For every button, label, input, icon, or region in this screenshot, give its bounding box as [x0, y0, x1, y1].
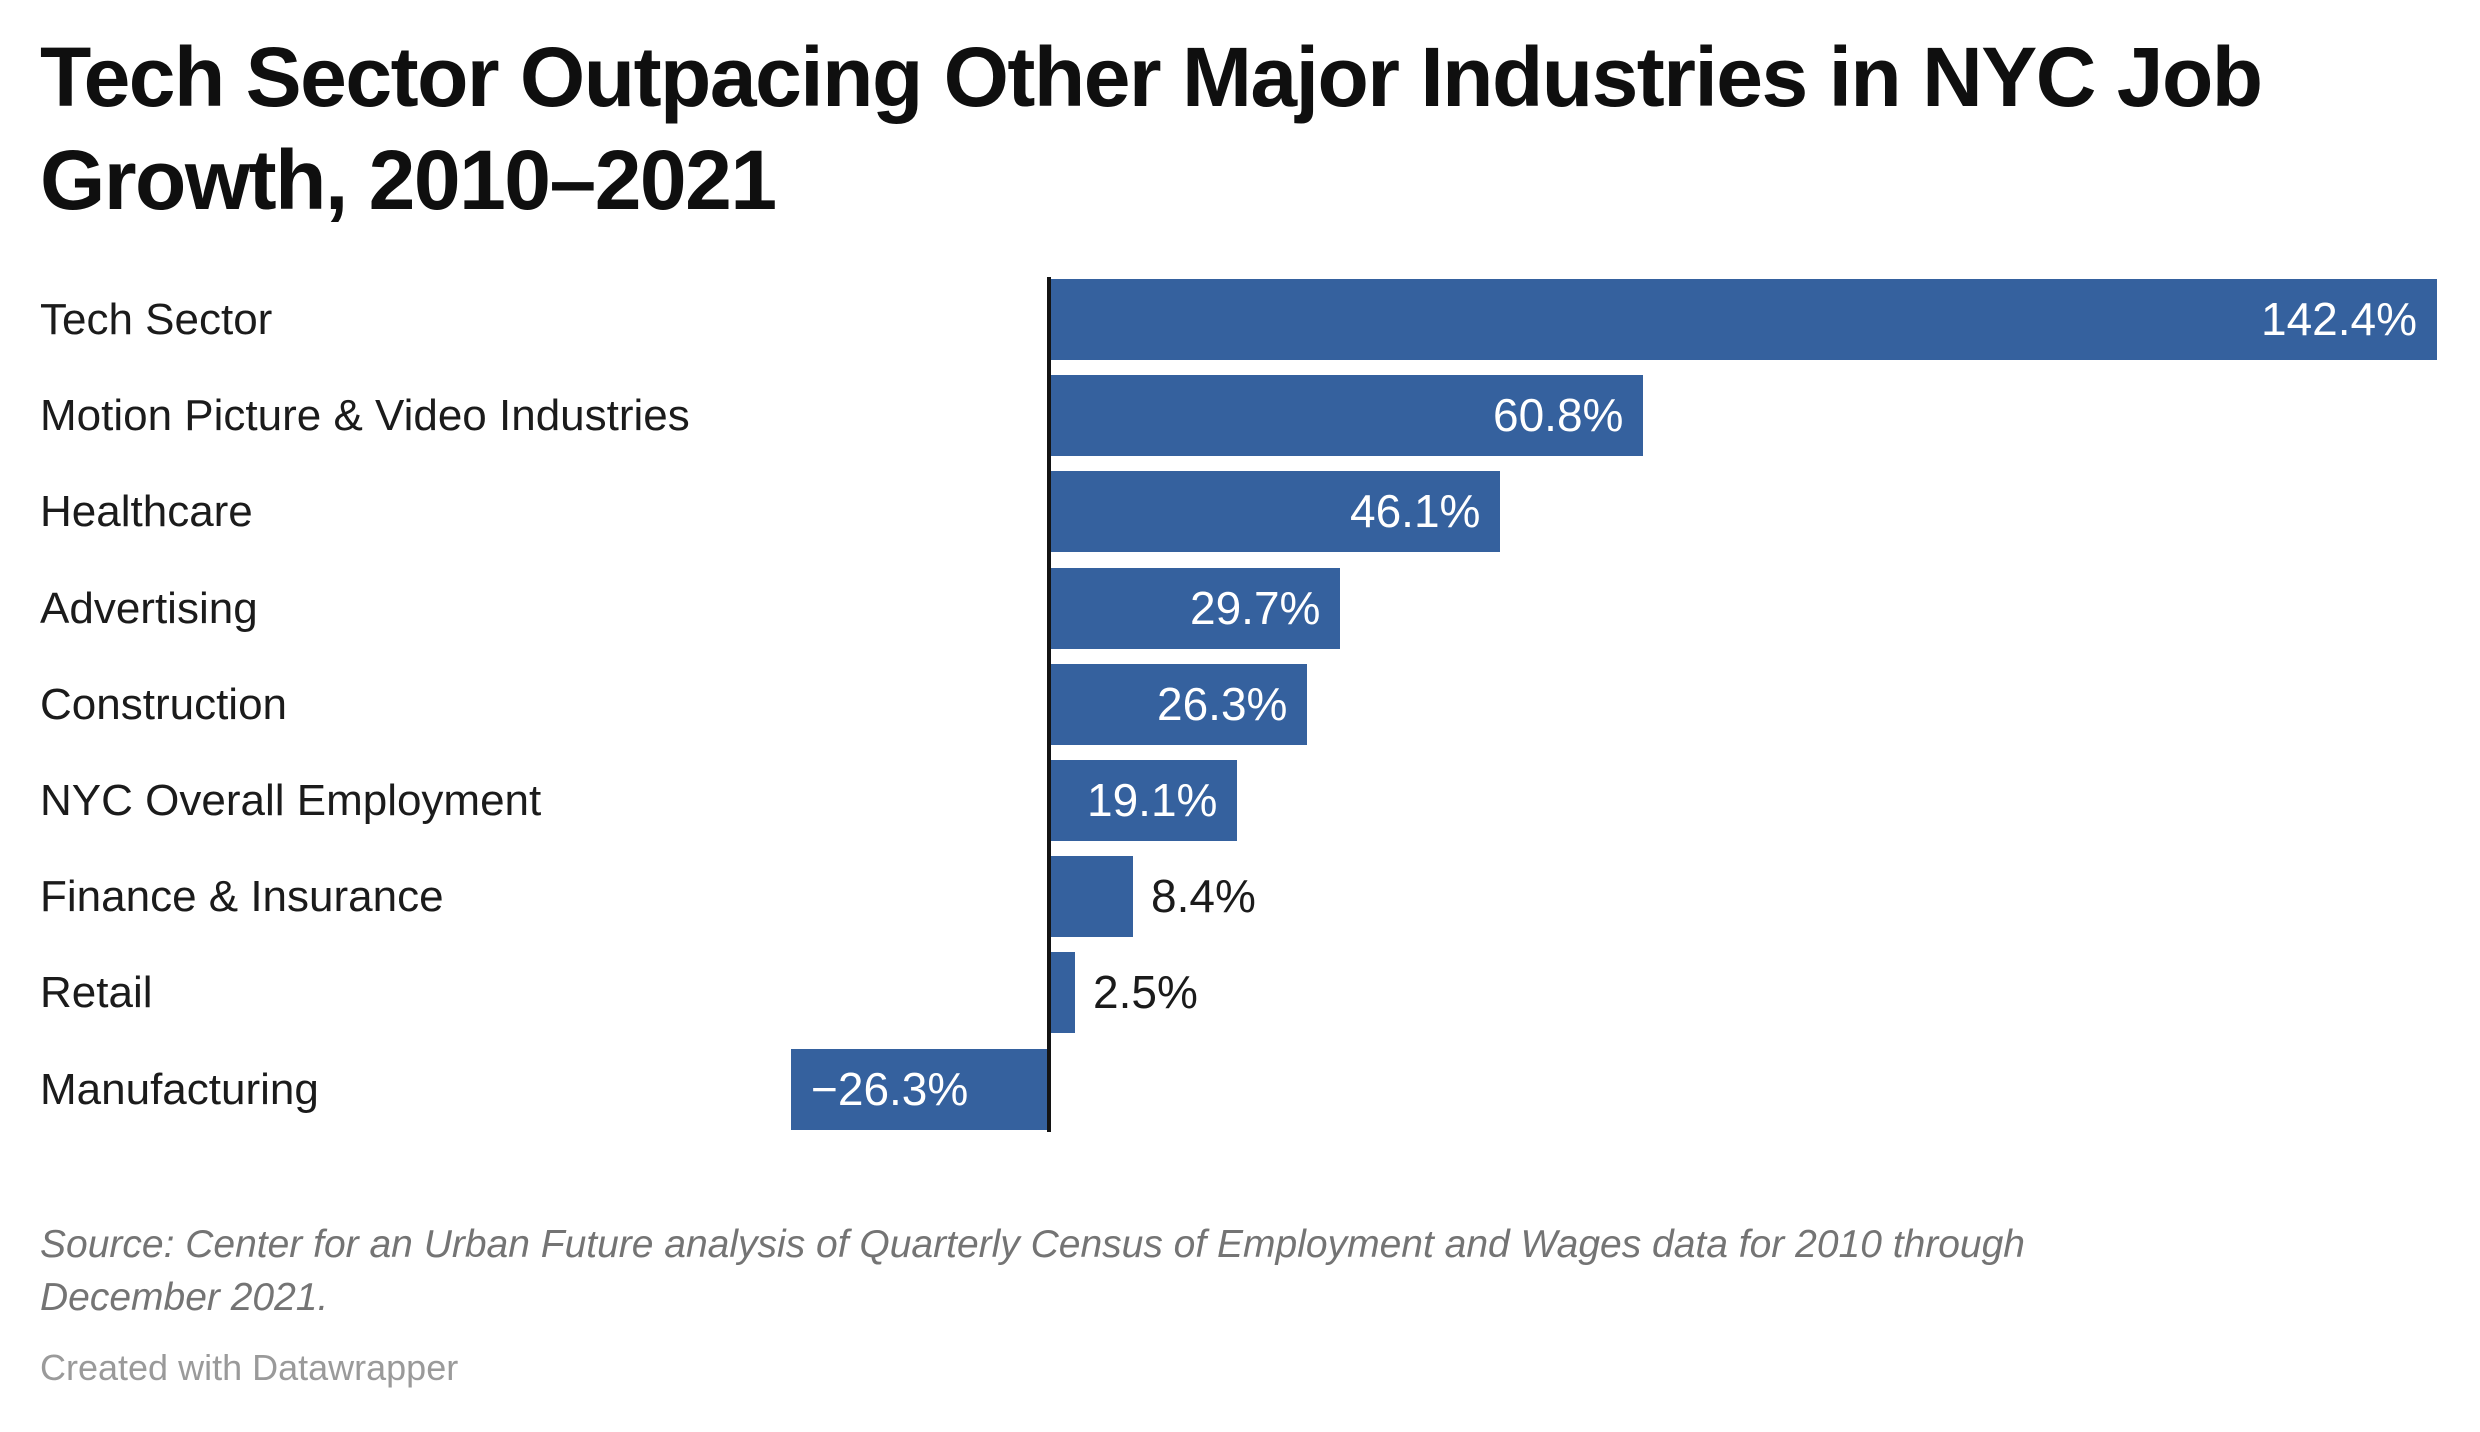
category-label: Construction [40, 679, 288, 729]
value-label: 2.5% [1093, 966, 1198, 1018]
bar [1051, 664, 1307, 745]
category-label: NYC Overall Employment [40, 775, 542, 825]
zero-axis-line [1047, 277, 1051, 1132]
value-label: 29.7% [1190, 582, 1321, 634]
value-label: 26.3% [1157, 678, 1288, 730]
source-note: Source: Center for an Urban Future analy… [40, 1223, 2026, 1319]
bar [1051, 568, 1340, 649]
category-label: Retail [40, 967, 153, 1017]
bar [1051, 952, 1075, 1033]
value-label: 60.8% [1493, 389, 1624, 441]
bar [1051, 471, 1500, 552]
bar [1051, 760, 1237, 841]
category-label: Advertising [40, 583, 258, 633]
category-label: Finance & Insurance [40, 871, 444, 921]
category-label: Tech Sector [40, 294, 273, 344]
bar [791, 1049, 1047, 1130]
bar [1051, 279, 2437, 360]
category-label: Manufacturing [40, 1064, 319, 1114]
value-label: 19.1% [1087, 774, 1218, 826]
chart-title: Tech Sector Outpacing Other Major Indust… [40, 30, 2263, 227]
category-label: Healthcare [40, 486, 253, 536]
value-label: −26.3% [811, 1063, 969, 1115]
bar [1051, 375, 1643, 456]
category-label: Motion Picture & Video Industries [40, 390, 690, 440]
datawrapper-credit: Created with Datawrapper [40, 1347, 459, 1388]
value-label: 8.4% [1151, 870, 1256, 922]
value-label: 142.4% [2261, 293, 2418, 345]
bar-chart: Tech Sector 142.4% Motion Picture & Video … [40, 277, 2437, 1132]
value-label: 46.1% [1350, 485, 1481, 537]
bar [1051, 856, 1133, 937]
